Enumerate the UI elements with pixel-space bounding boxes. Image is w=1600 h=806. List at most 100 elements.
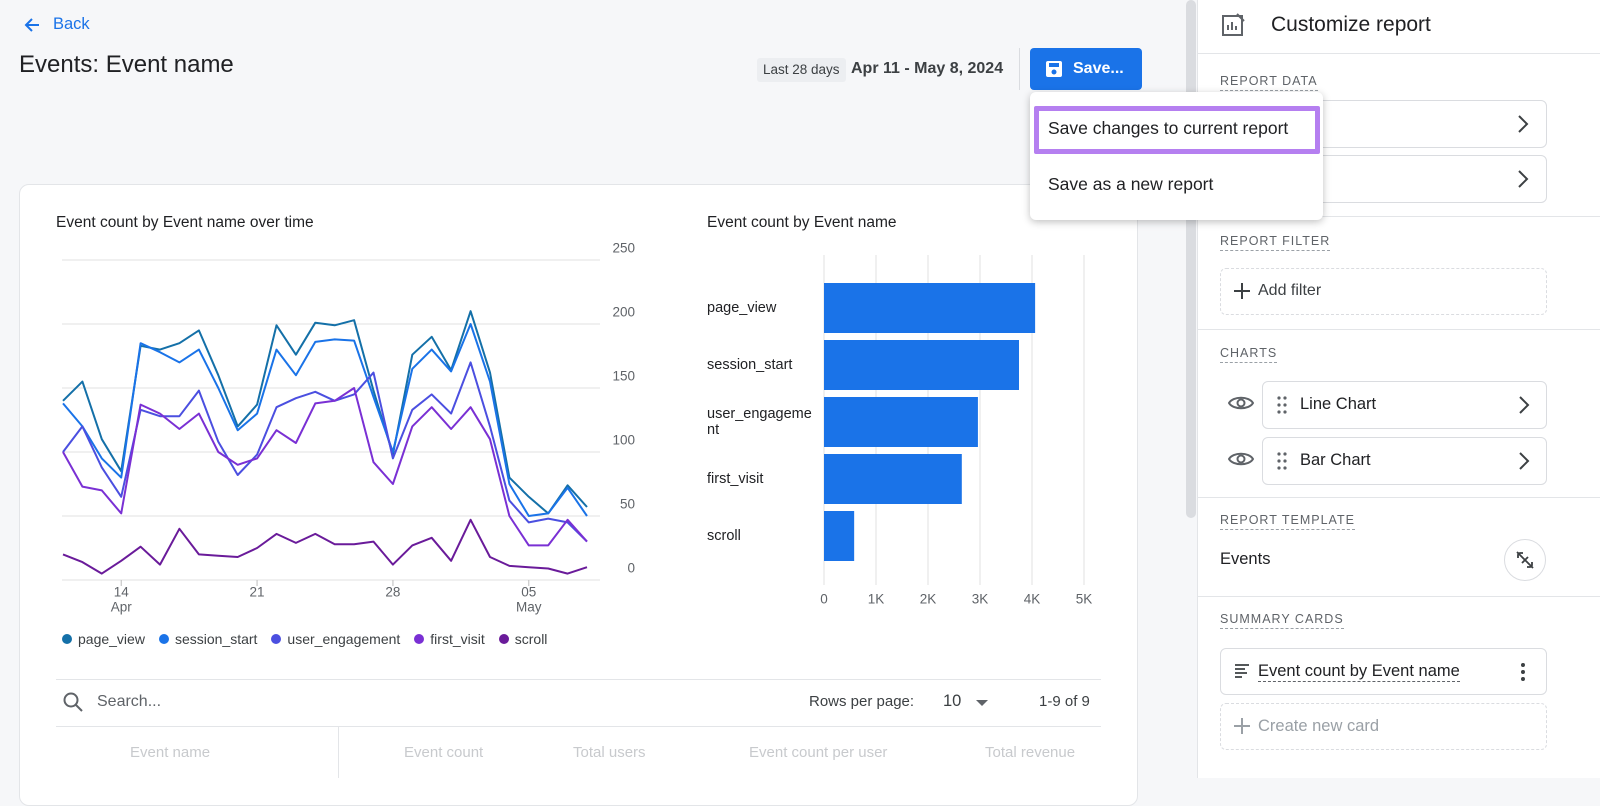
template-name: Events	[1220, 550, 1271, 568]
eye-icon[interactable]	[1228, 394, 1254, 412]
divider	[338, 727, 339, 778]
line-series	[62, 361, 588, 543]
bar	[824, 340, 1019, 390]
column-header[interactable]: Total revenue	[985, 744, 1076, 761]
y-tick-label: user_engagement	[707, 406, 812, 438]
chevron	[1519, 396, 1530, 414]
customize-icon	[1222, 13, 1245, 36]
divider	[1197, 596, 1600, 597]
x-tick-label: 14	[114, 585, 130, 600]
legend-label: session_start	[174, 631, 258, 647]
search-input[interactable]: Search...	[97, 693, 162, 710]
chart-name: Line Chart	[1300, 395, 1377, 413]
x-tick-label: 05	[521, 585, 536, 600]
drag-handle[interactable]	[1277, 452, 1287, 470]
column-header[interactable]: Event count per user	[749, 744, 888, 761]
sidebar-title: Customize report	[1271, 13, 1431, 36]
line-series	[62, 387, 588, 547]
search-icon	[63, 692, 83, 712]
chart-name: Bar Chart	[1300, 451, 1371, 469]
legend-label: user_engagement	[287, 631, 401, 647]
legend-swatch	[414, 634, 425, 644]
y-tick-label: first_visit	[707, 471, 764, 487]
column-header[interactable]: Total users	[573, 744, 646, 761]
add-filter-label: Add filter	[1258, 282, 1322, 299]
back-icon[interactable]	[22, 15, 42, 35]
save-icon	[1046, 61, 1062, 77]
legend-swatch	[271, 634, 282, 644]
pagination: 1-9 of 9	[1039, 693, 1090, 710]
y-tick-label: 250	[612, 241, 635, 256]
chart-title: Event count by Event name over time	[56, 214, 314, 231]
highlight	[1034, 106, 1320, 154]
summary-card-name: Event count by Event name	[1258, 662, 1460, 682]
x-tick-label: 28	[385, 585, 400, 600]
bar	[824, 511, 855, 561]
rows-per-page[interactable]: 10	[943, 692, 962, 710]
back-link[interactable]: Back	[53, 15, 90, 33]
more-icon[interactable]	[1520, 662, 1526, 682]
menu-item[interactable]: Save as a new report	[1048, 174, 1214, 194]
date-range-label: Last 28 days	[757, 58, 846, 82]
section-label: REPORT DATA	[1220, 74, 1318, 91]
add-filter[interactable]: Add filter	[1220, 268, 1547, 315]
unlink-button[interactable]	[1504, 539, 1546, 581]
column-header[interactable]: Event name	[130, 744, 211, 761]
legend-item: user_engagement	[271, 631, 400, 647]
x-tick-sublabel: Apr	[111, 600, 133, 615]
x-tick-label: 0	[820, 592, 828, 607]
y-tick-label: page_view	[707, 300, 777, 316]
divider	[56, 726, 1101, 727]
y-tick-label: 150	[612, 369, 635, 384]
page: {"nav": {"back": "Back"}, "header": {"ti…	[19, 0, 1600, 806]
section-label: REPORT FILTER	[1220, 234, 1331, 251]
save-menu: Save changes to current report Save as a…	[1030, 92, 1323, 220]
drag-handle[interactable]	[1277, 396, 1287, 414]
create-card-label: Create new card	[1258, 717, 1380, 735]
x-tick-label: 1K	[868, 592, 885, 607]
date-range[interactable]: Apr 11 - May 8, 2024	[851, 60, 1004, 77]
y-tick-label: scroll	[707, 528, 741, 544]
section-label: CHARTS	[1220, 346, 1278, 363]
section-label: SUMMARY CARDS	[1220, 612, 1344, 629]
legend-swatch	[62, 634, 72, 644]
save-button[interactable]: Save...	[1030, 48, 1142, 90]
y-tick-label: 100	[612, 433, 635, 448]
y-tick-label: 50	[620, 497, 635, 512]
x-tick-label: 4K	[1024, 592, 1041, 607]
column-header[interactable]: Event count	[404, 744, 484, 761]
chevron	[1518, 170, 1529, 188]
save-button-label: Save...	[1073, 60, 1124, 77]
legend-item: page_view	[62, 631, 145, 647]
legend-label: page_view	[78, 631, 145, 647]
dropdown-arrow[interactable]	[975, 698, 989, 708]
eye-icon[interactable]	[1228, 450, 1254, 468]
divider	[1197, 216, 1600, 217]
legend: page_view session_start user_engagement fir…	[62, 631, 547, 647]
x-tick-label: 5K	[1076, 592, 1093, 607]
menu-item[interactable]: Save changes to current report	[1048, 118, 1289, 138]
scrollbar[interactable]	[1186, 0, 1196, 518]
summary-card[interactable]: Event count by Event name	[1220, 648, 1547, 695]
x-tick-label: 3K	[972, 592, 989, 607]
legend-item: scroll	[498, 631, 547, 647]
bar	[824, 454, 962, 504]
legend-swatch	[498, 634, 509, 644]
chart-row[interactable]: Line Chart	[1262, 381, 1547, 429]
legend-swatch	[158, 634, 169, 644]
plus-icon	[1234, 718, 1250, 734]
divider	[56, 679, 1101, 680]
x-tick-label: 2K	[920, 592, 937, 607]
line-series	[62, 518, 588, 575]
divider	[1197, 329, 1600, 330]
legend-label: first_visit	[430, 631, 485, 647]
chart-title: Event count by Event name	[707, 214, 897, 231]
section-label: REPORT TEMPLATE	[1220, 513, 1355, 530]
line-series	[62, 323, 588, 517]
separator	[1019, 48, 1020, 90]
create-card[interactable]: Create new card	[1220, 703, 1547, 750]
bar	[824, 397, 978, 447]
chevron	[1519, 452, 1530, 470]
chart-row[interactable]: Bar Chart	[1262, 437, 1547, 485]
